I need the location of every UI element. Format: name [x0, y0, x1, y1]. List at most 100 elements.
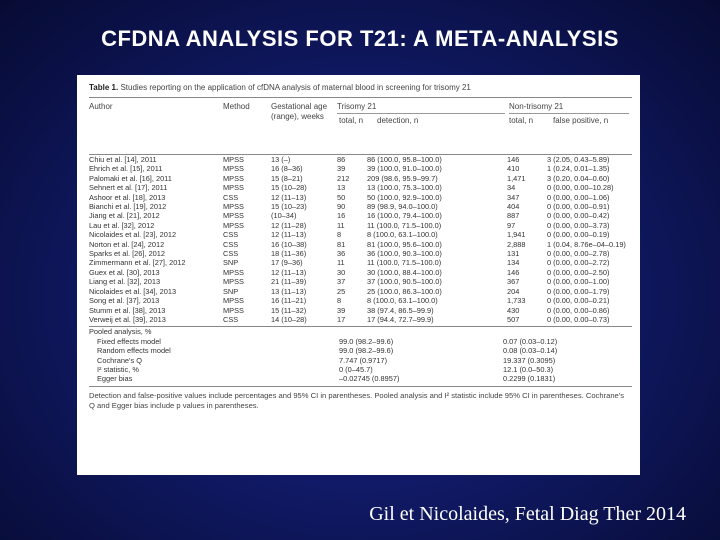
cell-false-positive: 0 (0.00, 0.00–2.78) — [547, 249, 610, 259]
cell-non-trisomy-total: 887 — [507, 211, 520, 221]
studies-table: Chiu et al. [14], 2011 MPSS 13 (–) 86 86 (10… — [89, 155, 642, 324]
header-non-trisomy-total: total, n — [509, 116, 534, 125]
pooled-row: Pooled analysis, % — [89, 327, 632, 336]
study-row: Chiu et al. [14], 2011 MPSS 13 (–) 86 86 (10… — [89, 155, 642, 164]
cell-author: Sparks et al. [26], 2012 — [89, 249, 166, 259]
cell-non-trisomy-total: 134 — [507, 258, 520, 268]
slide-title: CFDNA ANALYSIS FOR T21: A META-ANALYSIS — [101, 26, 619, 51]
cell-false-positive: 0 (0.00, 0.00–2.50) — [547, 267, 610, 277]
cell-author: Sehnert et al. [17], 2011 — [89, 183, 168, 193]
cell-author: Stumm et al. [38], 2013 — [89, 305, 166, 315]
cell-gestational-age: 15 (10–23) — [271, 202, 307, 212]
cell-method: CSS — [223, 314, 239, 324]
cell-method: MPSS — [223, 155, 244, 164]
pooled-label: Random effects model — [97, 346, 171, 356]
cell-detection: 39 (100.0, 91.0–100.0) — [367, 164, 442, 174]
cell-method: MPSS — [223, 202, 244, 212]
study-row: Ehrich et al. [15], 2011 MPSS 16 (8–36) 39 3… — [89, 164, 642, 173]
cell-non-trisomy-total: 507 — [507, 314, 520, 324]
pooled-non-trisomy: 0.2299 (0.1831) — [503, 374, 556, 384]
cell-author: Ashoor et al. [18], 2013 — [89, 192, 166, 202]
cell-method: MPSS — [223, 220, 244, 230]
table-header: Author Method Gestational age (range), w… — [89, 98, 632, 154]
cell-trisomy-total: 90 — [337, 202, 346, 212]
cell-detection: 86 (100.0, 95.8–100.0) — [367, 155, 442, 164]
cell-trisomy-total: 86 — [337, 155, 346, 164]
cell-detection: 16 (100.0, 79.4–100.0) — [367, 211, 442, 221]
pooled-row: Cochrane's Q 7.747 (0.9717) 19.337 (0.3095… — [89, 356, 632, 365]
cell-detection: 17 (94.4, 72.7–99.9) — [367, 314, 434, 324]
cell-trisomy-total: 50 — [337, 192, 346, 202]
cell-non-trisomy-total: 410 — [507, 164, 520, 174]
study-row: Zimmermann et al. [27], 2012 SNP 17 (9–36)… — [89, 258, 642, 267]
table-pooled-rule — [89, 326, 632, 328]
cell-non-trisomy-total: 204 — [507, 286, 520, 296]
study-row: Nicolaides et al. [23], 2012 CSS 12 (11–13… — [89, 230, 642, 239]
cell-author: Zimmermann et al. [27], 2012 — [89, 258, 186, 268]
cell-detection: 11 (100.0, 71.5–100.0) — [367, 258, 442, 268]
cell-false-positive: 0 (0.00, 0.00–0.73) — [547, 314, 610, 324]
study-row: Palomaki et al. [16], 2011 MPSS 15 (8–21) 2… — [89, 174, 642, 183]
study-row: Sehnert et al. [17], 2011 MPSS 15 (10–28) 1… — [89, 183, 642, 192]
pooled-row: Random effects model 99.0 (98.2–99.6) 0.08… — [89, 346, 632, 355]
study-row: Sparks et al. [26], 2012 CSS 18 (11–36) 36 3… — [89, 249, 642, 258]
cell-gestational-age: 13 (11–13) — [271, 286, 307, 296]
cell-non-trisomy-total: 404 — [507, 202, 520, 212]
cell-trisomy-total: 11 — [337, 220, 345, 230]
pooled-non-trisomy — [503, 327, 632, 336]
cell-method: SNP — [223, 286, 239, 296]
cell-non-trisomy-total: 97 — [507, 220, 516, 230]
pooled-trisomy: 7.747 (0.9717) — [339, 355, 388, 365]
cell-gestational-age: (10–34) — [271, 211, 297, 221]
header-non-trisomy-rule — [509, 113, 629, 114]
cell-author: Ehrich et al. [15], 2011 — [89, 164, 163, 174]
cell-non-trisomy-total: 146 — [507, 267, 520, 277]
header-trisomy-21: Trisomy 21 — [337, 102, 377, 111]
pooled-analysis-table: Pooled analysis, % Fixed effects model 99.… — [89, 327, 632, 383]
cell-non-trisomy-total: 367 — [507, 277, 520, 287]
cell-gestational-age: 12 (11–13) — [271, 267, 307, 277]
cell-trisomy-total: 11 — [337, 258, 345, 268]
cell-non-trisomy-total: 2,888 — [507, 239, 526, 249]
header-trisomy-total: total, n — [339, 116, 364, 125]
cell-gestational-age: 16 (10–38) — [271, 239, 307, 249]
cell-false-positive: 0 (0.00, 0.00–0.86) — [547, 305, 610, 315]
pooled-label: Fixed effects model — [97, 336, 161, 346]
table-footnote: Detection and false-positive values incl… — [89, 390, 625, 410]
pooled-non-trisomy: 0.07 (0.03–0.12) — [503, 336, 558, 346]
cell-author: Jiang et al. [21], 2012 — [89, 211, 160, 221]
cell-detection: 50 (100.0, 92.9–100.0) — [367, 192, 442, 202]
cell-method: CSS — [223, 239, 239, 249]
cell-trisomy-total: 8 — [337, 296, 342, 306]
citation: Gil et Nicolaides, Fetal Diag Ther 2014 — [369, 503, 686, 525]
pooled-trisomy: 99.0 (98.2–99.6) — [339, 346, 394, 356]
study-row: Guex et al. [30], 2013 MPSS 12 (11–13) 30 30… — [89, 268, 642, 277]
cell-method: SNP — [223, 258, 239, 268]
cell-trisomy-total: 17 — [337, 314, 346, 324]
cell-detection: 25 (100.0, 86.3–100.0) — [367, 286, 442, 296]
table-caption: Table 1. Studies reporting on the applic… — [89, 83, 632, 93]
cell-false-positive: 1 (0.24, 0.01–1.35) — [547, 164, 610, 174]
cell-author: Palomaki et al. [16], 2011 — [89, 173, 172, 183]
study-row: Verweij et al. [39], 2013 CSS 14 (10–28) 17… — [89, 315, 642, 324]
study-row: Nicolaides et al. [34], 2013 SNP 13 (11–13… — [89, 287, 642, 296]
table-top-rule — [89, 97, 632, 98]
study-row: Lau et al. [32], 2012 MPSS 12 (11–28) 11 11 … — [89, 221, 642, 230]
cell-author: Lau et al. [32], 2012 — [89, 220, 155, 230]
cell-false-positive: 0 (0.00, 0.00–3.73) — [547, 220, 610, 230]
header-trisomy-rule — [337, 113, 505, 114]
table-caption-text: Studies reporting on the application of … — [120, 83, 471, 92]
cell-non-trisomy-total: 1,941 — [507, 230, 526, 240]
pooled-non-trisomy: 0.08 (0.03–0.14) — [503, 346, 558, 356]
cell-gestational-age: 16 (11–21) — [271, 296, 307, 306]
cell-method: MPSS — [223, 305, 244, 315]
cell-gestational-age: 12 (11–28) — [271, 220, 307, 230]
study-row: Bianchi et al. [19], 2012 MPSS 15 (10–23) 9… — [89, 202, 642, 211]
cell-trisomy-total: 81 — [337, 239, 346, 249]
study-row: Song et al. [37], 2013 MPSS 16 (11–21) 8 8 (… — [89, 296, 642, 305]
header-non-trisomy-21: Non-trisomy 21 — [509, 102, 564, 111]
cell-trisomy-total: 30 — [337, 267, 346, 277]
study-row: Ashoor et al. [18], 2013 CSS 12 (11–13) 50 5… — [89, 193, 642, 202]
table-caption-label: Table 1. — [89, 83, 119, 92]
cell-detection: 13 (100.0, 75.3–100.0) — [367, 183, 442, 193]
